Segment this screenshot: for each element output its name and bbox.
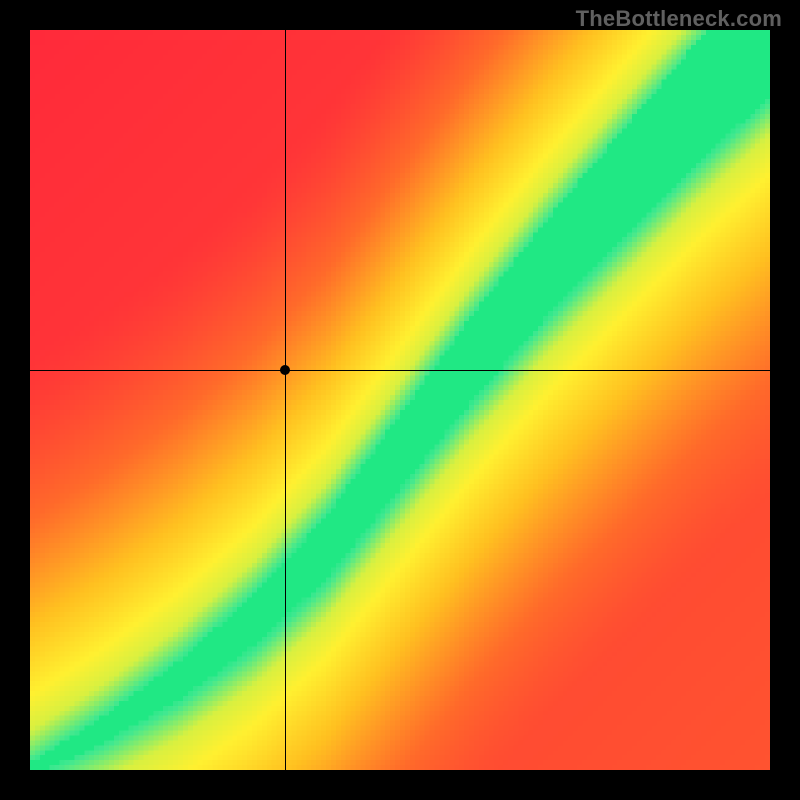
chart-container: TheBottleneck.com [0, 0, 800, 800]
watermark-text: TheBottleneck.com [576, 6, 782, 32]
crosshair-vertical-line [285, 30, 286, 770]
heatmap-canvas [30, 30, 770, 770]
crosshair-marker-dot [280, 365, 290, 375]
plot-area [30, 30, 770, 770]
crosshair-horizontal-line [30, 370, 770, 371]
